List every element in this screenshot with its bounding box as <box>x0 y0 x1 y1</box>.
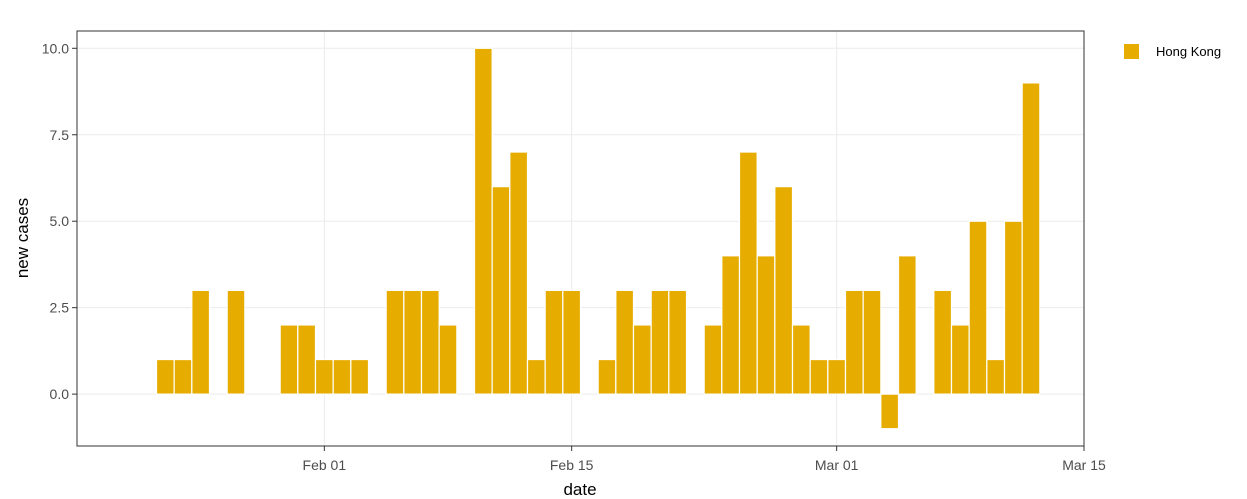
bar-2020-03-01 <box>827 358 847 395</box>
y-tick-label-5: 5.0 <box>50 213 70 229</box>
y-tick-label-2-5: 2.5 <box>50 300 70 316</box>
bar-2020-02-21 <box>668 289 688 395</box>
bar-2020-02-12 <box>509 151 529 395</box>
bar-2020-01-23 <box>155 358 175 395</box>
x-tick-label-feb-15: Feb 15 <box>550 457 594 473</box>
bar-2020-02-29 <box>809 358 829 395</box>
bar-2020-02-05 <box>385 289 405 395</box>
bar-2020-03-03 <box>862 289 882 395</box>
bar-2020-02-28 <box>791 324 811 395</box>
bar-2020-02-17 <box>597 358 617 395</box>
bar-2020-01-30 <box>279 324 299 395</box>
bar-2020-03-07 <box>933 289 953 395</box>
bar-2020-03-11 <box>1003 220 1023 395</box>
bar-2020-02-25 <box>738 151 758 395</box>
bar-2020-02-26 <box>756 255 776 395</box>
plot-border <box>76 30 1085 447</box>
bar-2020-02-10 <box>473 47 493 395</box>
x-tick-label-feb-01: Feb 01 <box>303 457 347 473</box>
bar-2020-03-02 <box>844 289 864 395</box>
bar-2020-03-05 <box>897 255 917 395</box>
bar-2020-01-25 <box>191 289 211 395</box>
bar-2020-03-04 <box>880 393 900 430</box>
legend: Hong Kong <box>1124 44 1221 59</box>
bar-2020-02-20 <box>650 289 670 395</box>
bar-2020-02-11 <box>491 186 511 395</box>
bar-2020-02-27 <box>774 186 794 395</box>
bar-2020-02-18 <box>615 289 635 395</box>
x-tick-label-mar-01: Mar 01 <box>815 457 859 473</box>
legend-key-hong-kong <box>1124 44 1139 59</box>
bar-2020-02-08 <box>438 324 458 395</box>
x-axis-title: date <box>563 480 596 499</box>
bar-2020-02-07 <box>420 289 440 395</box>
bar-2020-02-15 <box>562 289 582 395</box>
y-axis-title: new cases <box>13 198 32 278</box>
bar-2020-01-31 <box>297 324 317 395</box>
y-tick-label-0: 0.0 <box>50 386 70 402</box>
x-axis: Feb 01 Feb 15 Mar 01 Mar 15 <box>303 446 1106 473</box>
bar-2020-02-24 <box>721 255 741 395</box>
x-tick-label-mar-15: Mar 15 <box>1062 457 1106 473</box>
bar-2020-03-12 <box>1021 82 1041 395</box>
bar-2020-02-14 <box>544 289 564 395</box>
bars <box>155 47 1041 430</box>
bar-2020-02-13 <box>526 358 546 395</box>
bar-2020-02-06 <box>403 289 423 395</box>
bar-2020-03-10 <box>986 358 1006 395</box>
bar-2020-02-01 <box>314 358 334 395</box>
y-tick-label-7-5: 7.5 <box>50 127 70 143</box>
bar-2020-01-24 <box>173 358 193 395</box>
legend-label-hong-kong: Hong Kong <box>1156 44 1221 59</box>
bar-2020-03-08 <box>950 324 970 395</box>
bar-2020-02-19 <box>632 324 652 395</box>
bar-2020-03-09 <box>968 220 988 395</box>
y-tick-label-10: 10.0 <box>42 40 69 56</box>
bar-2020-02-02 <box>332 358 352 395</box>
bar-2020-02-03 <box>350 358 370 395</box>
bar-2020-02-23 <box>703 324 723 395</box>
bar-2020-01-27 <box>226 289 246 395</box>
y-axis: 0.0 2.5 5.0 7.5 10.0 <box>42 40 77 402</box>
